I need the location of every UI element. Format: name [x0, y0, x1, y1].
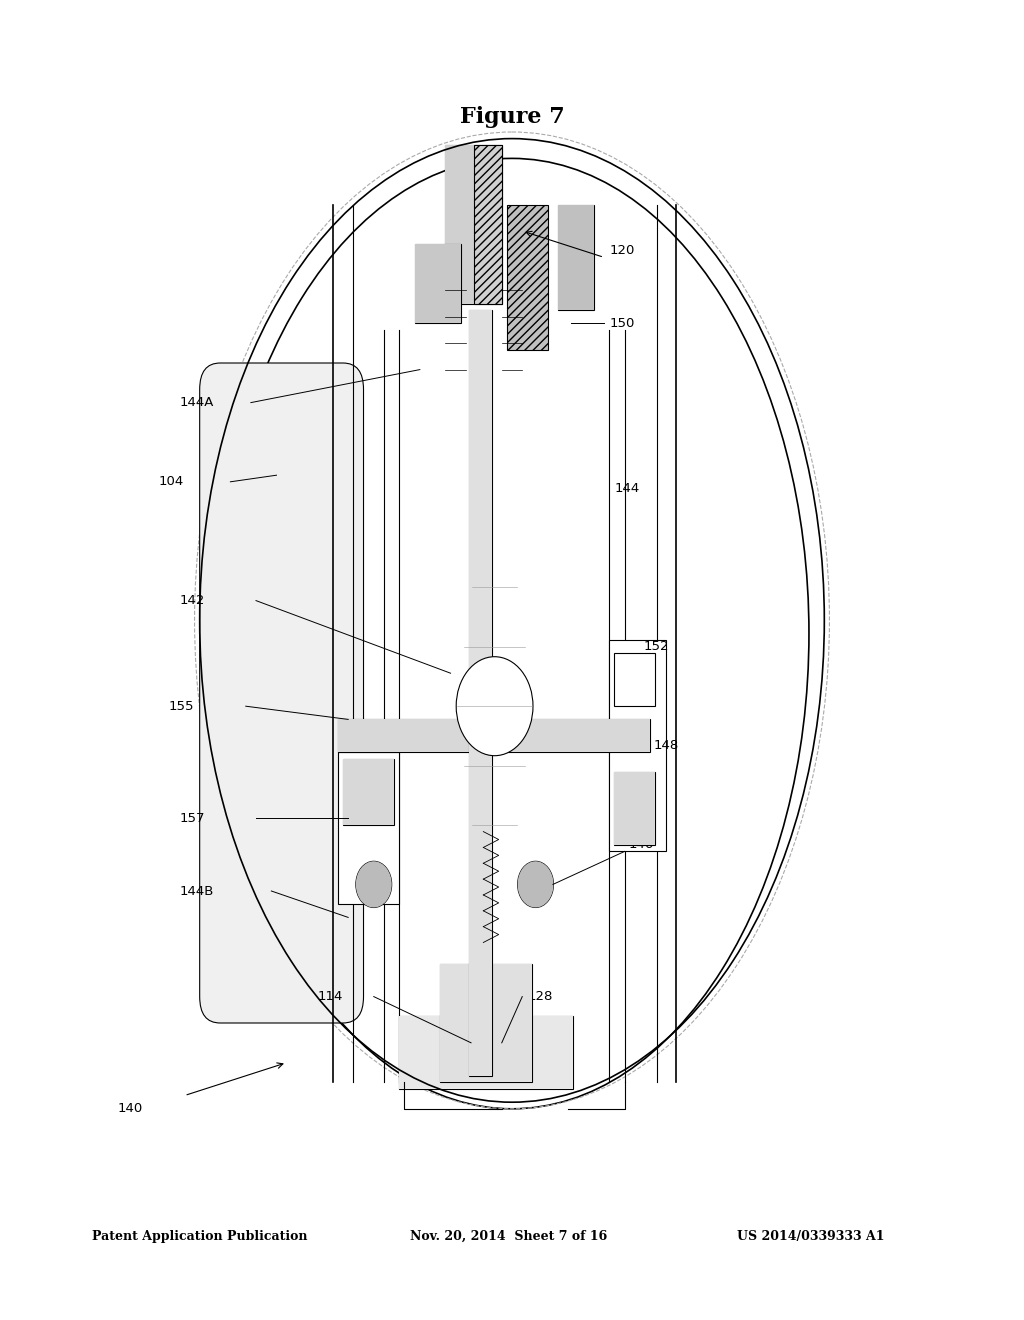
Bar — [474, 145, 502, 304]
Ellipse shape — [356, 862, 392, 908]
Ellipse shape — [356, 862, 392, 908]
Bar — [343, 759, 394, 825]
Text: 144: 144 — [614, 482, 640, 495]
Bar — [445, 145, 502, 304]
Text: 144B: 144B — [179, 884, 214, 898]
Bar — [445, 145, 502, 304]
Text: 150: 150 — [609, 317, 635, 330]
Bar — [502, 719, 650, 752]
Bar — [338, 719, 497, 752]
Text: 146: 146 — [629, 838, 654, 851]
Bar — [338, 719, 497, 752]
Text: 140: 140 — [118, 1102, 143, 1115]
Text: 128: 128 — [527, 990, 553, 1003]
Ellipse shape — [215, 158, 809, 1109]
Bar — [614, 772, 655, 845]
Bar — [399, 1016, 573, 1089]
Bar — [399, 1016, 573, 1089]
Bar — [614, 772, 655, 845]
Text: 144A: 144A — [179, 396, 214, 409]
Bar — [502, 719, 650, 752]
Bar — [507, 205, 548, 350]
FancyBboxPatch shape — [200, 363, 364, 1023]
Bar — [558, 205, 594, 310]
Text: US 2014/0339333 A1: US 2014/0339333 A1 — [737, 1230, 885, 1243]
Text: 148: 148 — [653, 739, 679, 752]
Bar — [415, 244, 461, 323]
Text: Figure 7: Figure 7 — [460, 106, 564, 128]
Bar — [469, 310, 492, 1076]
Text: 157: 157 — [179, 812, 205, 825]
Bar — [614, 653, 655, 706]
Text: 120: 120 — [609, 244, 635, 257]
Bar — [338, 752, 399, 904]
Text: Nov. 20, 2014  Sheet 7 of 16: Nov. 20, 2014 Sheet 7 of 16 — [410, 1230, 607, 1243]
Ellipse shape — [457, 657, 532, 755]
Bar — [343, 759, 394, 825]
Bar — [558, 205, 594, 310]
Text: 155: 155 — [169, 700, 195, 713]
Bar — [440, 964, 532, 1082]
Text: 152: 152 — [643, 640, 669, 653]
Text: 104: 104 — [159, 475, 184, 488]
Ellipse shape — [518, 862, 553, 908]
Bar — [440, 964, 532, 1082]
Text: 114: 114 — [317, 990, 343, 1003]
Bar — [469, 310, 492, 1076]
Bar — [415, 244, 461, 323]
Text: Patent Application Publication: Patent Application Publication — [92, 1230, 307, 1243]
Text: 142: 142 — [179, 594, 205, 607]
Bar — [609, 640, 666, 851]
Ellipse shape — [518, 862, 553, 908]
